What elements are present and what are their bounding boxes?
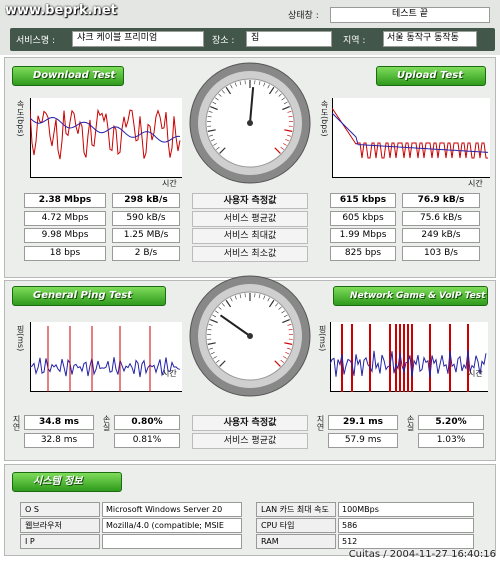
service-box: 샤크 케이블 프리미엄: [72, 31, 204, 47]
row-label: 서비스 평균값: [192, 432, 308, 449]
stat-value: 825 bps: [330, 245, 396, 261]
row-label: 사용자 측정값: [192, 415, 308, 431]
game-graph: [330, 322, 488, 392]
sys-key: I P: [20, 534, 100, 549]
stat-value: 32.8 ms: [24, 432, 94, 448]
footer: Cuitas / 2004-11-27 16:40:16: [348, 549, 496, 560]
stat-value: 2.38 Mbps: [24, 193, 106, 208]
stat-value: 9.98 Mbps: [24, 228, 106, 243]
stat-value: 590 kB/s: [112, 210, 180, 226]
loss-label: 손실: [406, 415, 415, 431]
stat-value: 18 bps: [24, 245, 106, 261]
x-axis-label: 시간: [468, 369, 483, 378]
sys-key: O S: [20, 502, 100, 517]
watermark: www.beprk.net: [5, 3, 117, 18]
delay-label: 지연: [316, 415, 325, 431]
y-axis-label: 속도(bps): [320, 100, 329, 137]
place-box: 집: [246, 31, 332, 47]
sys-key: LAN 카드 최대 속도: [256, 502, 336, 517]
row-label: 서비스 평균값: [192, 210, 308, 227]
y-axis-label: 속도(bps): [16, 100, 25, 137]
delay-label: 지연: [12, 415, 21, 431]
row-label: 서비스 최소값: [192, 245, 308, 262]
stat-value: 1.25 MB/s: [112, 228, 180, 243]
sys-value: Mozilla/4.0 (compatible; MSIE: [102, 518, 242, 533]
sys-value: 586: [338, 518, 474, 533]
row-label: 사용자 측정값: [192, 193, 308, 209]
sys-value: 100MBps: [338, 502, 474, 517]
x-axis-label: 시간: [162, 179, 177, 188]
service-label: 서비스명 :: [16, 36, 56, 46]
row-label: 서비스 최대값: [192, 228, 308, 244]
stat-value: 103 B/s: [402, 245, 480, 261]
system-button[interactable]: 시스템 정보: [12, 472, 122, 492]
stat-value: 615 kbps: [330, 193, 396, 208]
stat-value: 75.6 kB/s: [402, 210, 480, 226]
game-button[interactable]: Network Game & VoIP Test: [333, 286, 488, 306]
stat-value: 57.9 ms: [328, 432, 398, 448]
stat-value: 0.81%: [114, 432, 180, 448]
ping-button[interactable]: General Ping Test: [12, 286, 166, 306]
status-box: 테스트 끝: [330, 7, 490, 23]
sys-key: RAM: [256, 534, 336, 549]
loss-label: 손실: [102, 415, 111, 431]
stat-value: 29.1 ms: [328, 415, 398, 430]
sys-key: CPU 타입: [256, 518, 336, 533]
stat-value: 605 kbps: [330, 210, 396, 226]
stat-value: 298 kB/s: [112, 193, 180, 208]
upload-button[interactable]: Upload Test: [376, 66, 486, 86]
upload-graph: [332, 98, 490, 178]
stat-value: 2 B/s: [112, 245, 180, 261]
stat-value: 1.99 Mbps: [330, 228, 396, 243]
status-label: 상태창 :: [288, 11, 319, 21]
sys-value: Microsoft Windows Server 20: [102, 502, 242, 517]
region-label: 지역 :: [343, 36, 366, 46]
ping-graph: [30, 322, 182, 392]
stat-value: 5.20%: [418, 415, 484, 430]
stat-value: 249 kB/s: [402, 228, 480, 243]
y-axis-label: 핑(ms): [318, 325, 327, 352]
sys-value: [102, 534, 242, 549]
download-graph: [30, 98, 182, 178]
x-axis-label: 시간: [468, 179, 483, 188]
stat-value: 0.80%: [114, 415, 180, 430]
y-axis-label: 핑(ms): [16, 325, 25, 352]
stat-value: 76.9 kB/s: [402, 193, 480, 208]
sys-key: 웹브라우저: [20, 518, 100, 533]
stat-value: 34.8 ms: [24, 415, 94, 430]
region-box: 서울 동작구 동작동: [383, 31, 477, 47]
stat-value: 4.72 Mbps: [24, 210, 106, 226]
stat-value: 1.03%: [418, 432, 484, 448]
sys-value: 512: [338, 534, 474, 549]
gauge: [189, 275, 311, 397]
place-label: 장소 :: [212, 36, 235, 46]
x-axis-label: 시간: [162, 369, 177, 378]
gauge: [189, 62, 311, 184]
download-button[interactable]: Download Test: [12, 66, 124, 86]
